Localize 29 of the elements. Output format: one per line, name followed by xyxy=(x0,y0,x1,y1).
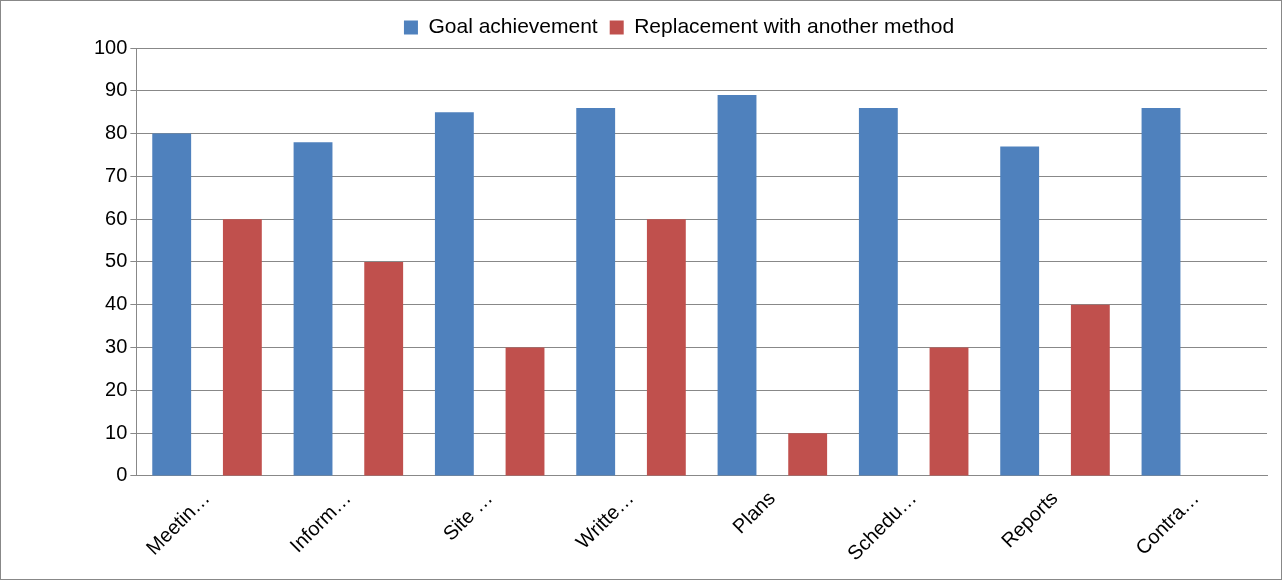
y-tick-label: 40 xyxy=(105,292,128,315)
x-tick-label: Site … xyxy=(438,486,497,545)
y-tick-label: 80 xyxy=(105,121,128,144)
bar xyxy=(576,107,616,476)
y-tick-label: 100 xyxy=(93,35,128,58)
bar xyxy=(1000,146,1040,476)
bar xyxy=(858,107,898,476)
y-tick-label: 90 xyxy=(105,78,128,101)
legend-label: Replacement with another method xyxy=(634,14,955,38)
bar xyxy=(1070,304,1110,476)
y-tick-label: 0 xyxy=(116,463,128,486)
bar xyxy=(505,347,545,476)
bar xyxy=(434,112,474,476)
y-tick-label: 70 xyxy=(105,163,128,186)
bar xyxy=(222,219,262,476)
bar xyxy=(717,95,757,476)
bar xyxy=(152,133,192,476)
bar xyxy=(1141,107,1181,476)
y-tick-label: 30 xyxy=(105,335,128,358)
bar xyxy=(646,219,686,476)
y-tick-label: 60 xyxy=(105,206,128,229)
y-tick-label: 50 xyxy=(105,249,128,272)
bar xyxy=(788,433,828,476)
y-tick-label: 10 xyxy=(105,420,128,443)
legend-label: Goal achievement xyxy=(428,14,598,38)
bar xyxy=(364,261,404,476)
y-tick-label: 20 xyxy=(105,377,128,400)
bar xyxy=(929,347,969,476)
bar xyxy=(293,142,333,476)
